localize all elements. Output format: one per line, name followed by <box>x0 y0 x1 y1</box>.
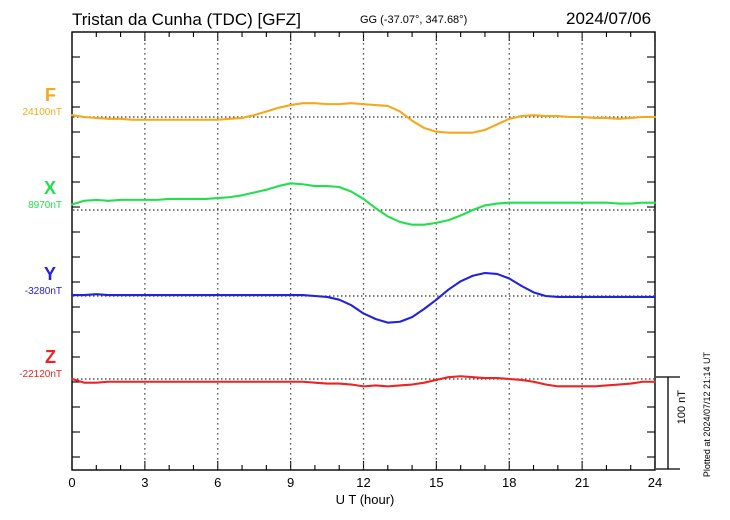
scale-bar-label: 100 nT <box>676 390 688 425</box>
x-tick-label-24: 24 <box>647 475 663 490</box>
x-tick-label-6: 6 <box>214 475 222 490</box>
x-tick-label-12: 12 <box>356 475 371 490</box>
x-tick-label-3: 3 <box>141 475 149 490</box>
x-tick-label-0: 0 <box>68 475 76 490</box>
component-baseline-Y: -3280nT <box>24 286 62 297</box>
component-baseline-X: 8970nT <box>28 200 62 211</box>
date-label: 2024/07/06 <box>566 9 652 28</box>
x-axis-title: U T (hour) <box>335 492 395 507</box>
trace-F <box>70 102 657 134</box>
trace-Y <box>70 271 657 324</box>
component-letter-Y: Y <box>43 264 56 284</box>
station-title: Tristan da Cunha (TDC) [GFZ] <box>72 10 301 29</box>
x-tick-label-15: 15 <box>429 475 444 490</box>
component-baseline-Z: -22120nT <box>19 369 62 380</box>
x-tick-label-21: 21 <box>574 475 590 490</box>
x-tick-label-18: 18 <box>502 475 517 490</box>
geographic-coordinates: GG (-37.07°, 347.68°) <box>360 14 468 26</box>
component-letter-Z: Z <box>45 347 56 367</box>
trace-Z <box>70 375 657 388</box>
component-letter-F: F <box>45 85 56 105</box>
x-tick-label-9: 9 <box>287 475 295 490</box>
trace-X <box>70 182 657 226</box>
component-letter-X: X <box>43 178 56 198</box>
plotted-at-timestamp: Plotted at 2024/07/12 21:14 UT <box>702 352 712 478</box>
component-baseline-F: 24100nT <box>22 107 62 118</box>
